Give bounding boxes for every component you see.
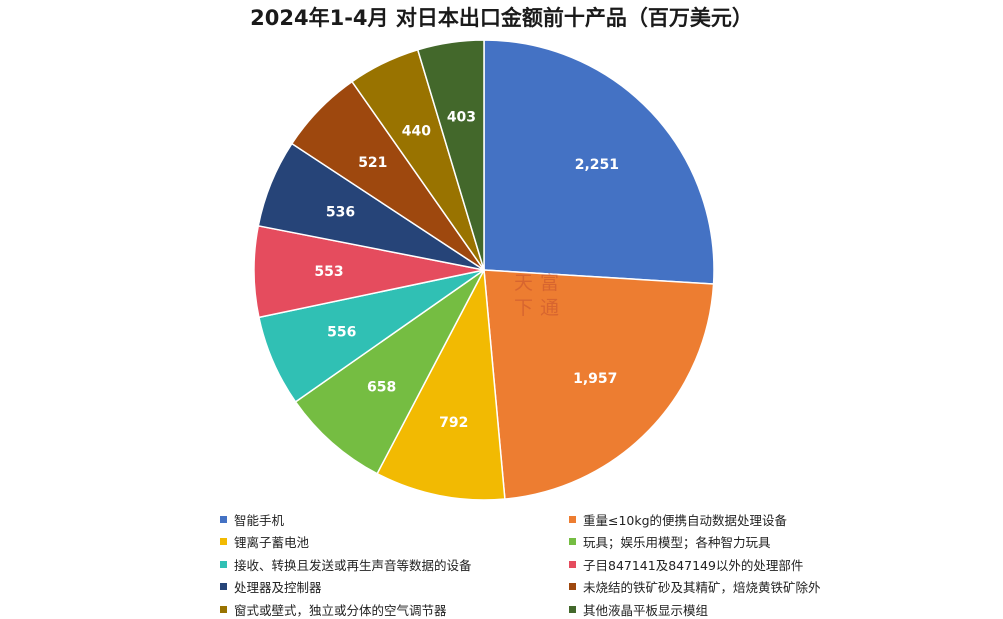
- legend-swatch: [569, 515, 576, 523]
- slice-value-label: 1,957: [573, 371, 617, 387]
- slice-value-label: 536: [326, 204, 355, 220]
- chart-legend: 智能手机 重量≤10kg的便携自动数据处理设备锂离子蓄电池 玩具；娱乐用模型；各种智…: [220, 510, 860, 618]
- slice-value-label: 792: [439, 415, 468, 431]
- watermark-logo: 天 富 下 通: [512, 272, 564, 322]
- pie-slices: [253, 39, 715, 501]
- legend-swatch: [220, 583, 227, 590]
- pie-slice: [416, 39, 485, 271]
- slice-value-label: 2,251: [575, 157, 619, 173]
- legend-label: 未烧结的铁矿砂及其精矿，焙烧黄铁矿除外: [583, 580, 821, 595]
- legend-swatch: [569, 583, 576, 590]
- legend-label: 窗式或壁式，独立或分体的空气调节器: [234, 602, 447, 618]
- watermark-char: 下: [514, 297, 534, 319]
- pie-slice: [294, 269, 485, 475]
- legend-swatch: [569, 605, 576, 613]
- watermark-char: 通: [540, 297, 560, 319]
- legend-label: 玩具；娱乐用模型；各种智力玩具: [583, 535, 771, 550]
- pie-slice: [483, 269, 715, 500]
- legend-swatch: [569, 538, 576, 545]
- legend-label: 重量≤10kg的便携自动数据处理设备: [583, 512, 788, 528]
- pie-slice: [483, 39, 715, 285]
- pie-value-labels: 2,251 1,957 792 658 556 553 536 521 440 403: [314, 110, 619, 431]
- legend-item: 窗式或壁式，独立或分体的空气调节器: [220, 600, 447, 618]
- legend-item: 重量≤10kg的便携自动数据处理设备: [569, 510, 787, 528]
- slice-value-label: 556: [327, 325, 356, 341]
- legend-item: 子目847141及847149以外的处理部件: [569, 555, 803, 573]
- legend-label: 接收、转换且发送或再生声音等数据的设备: [234, 557, 472, 573]
- slice-value-label: 403: [447, 110, 476, 126]
- watermark-char: 天: [514, 272, 534, 294]
- legend-item: 处理器及控制器: [220, 578, 322, 596]
- slice-value-label: 553: [314, 264, 343, 280]
- legend-item: 智能手机: [220, 510, 284, 528]
- legend-swatch: [220, 605, 227, 613]
- legend-swatch: [220, 538, 227, 545]
- pie-chart: 2,251 1,957 792 658 556 553 536 521 440 403: [253, 39, 715, 501]
- legend-label: 子目847141及847149以外的处理部件: [583, 557, 804, 573]
- slice-value-label: 440: [402, 124, 431, 140]
- legend-swatch: [220, 515, 227, 523]
- legend-label: 处理器及控制器: [234, 580, 322, 595]
- legend-swatch: [220, 560, 227, 568]
- slice-value-label: 521: [358, 155, 387, 171]
- legend-item: 未烧结的铁矿砂及其精矿，焙烧黄铁矿除外: [569, 578, 821, 596]
- legend-label: 智能手机: [234, 512, 285, 528]
- legend-item: 锂离子蓄电池: [220, 533, 309, 551]
- slice-value-label: 658: [367, 379, 396, 395]
- watermark-char: 富: [540, 272, 560, 294]
- legend-label: 其他液晶平板显示模组: [583, 602, 709, 618]
- legend-item: 接收、转换且发送或再生声音等数据的设备: [220, 555, 472, 573]
- legend-swatch: [569, 560, 576, 568]
- legend-label: 锂离子蓄电池: [234, 535, 310, 550]
- legend-item: 玩具；娱乐用模型；各种智力玩具: [569, 533, 771, 551]
- chart-title: 2024年1-4月 对日本出口金额前十产品（百万美元）: [250, 6, 753, 30]
- legend-item: 其他液晶平板显示模组: [569, 600, 708, 618]
- pie-slice: [376, 267, 506, 501]
